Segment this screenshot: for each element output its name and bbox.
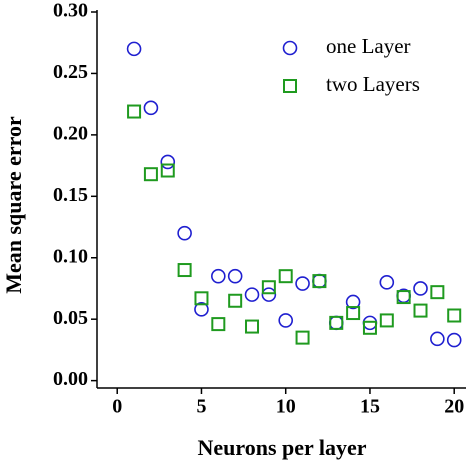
point [278, 269, 293, 284]
point [177, 263, 192, 278]
point [244, 287, 260, 302]
point [312, 273, 327, 289]
point [345, 294, 361, 310]
x-tick-label: 10 [276, 396, 296, 418]
point [245, 319, 260, 334]
point [160, 163, 175, 178]
point [446, 332, 462, 348]
point [362, 320, 377, 335]
point [194, 291, 209, 306]
point [430, 285, 445, 300]
point [211, 317, 226, 332]
point [295, 276, 310, 291]
point [211, 268, 226, 284]
point [227, 268, 243, 284]
point [261, 287, 277, 302]
point [160, 154, 176, 170]
x-tick-label: 15 [360, 396, 380, 418]
point [362, 315, 378, 331]
x-tick-label: 0 [112, 396, 122, 418]
point [194, 302, 209, 317]
y-tick-label: 0.20 [53, 122, 88, 144]
point [379, 275, 395, 290]
legend-marker [283, 79, 297, 93]
y-tick-label: 0.05 [53, 307, 88, 329]
legend-label: two Layers [326, 72, 420, 96]
y-tick-label: 0.15 [53, 184, 88, 206]
point [379, 313, 394, 328]
point [312, 274, 327, 289]
point [329, 315, 344, 330]
x-axis-label: Neurons per layer [197, 435, 366, 460]
y-axis-label: Mean square error [1, 116, 26, 294]
point [228, 293, 243, 308]
legend-label: one Layer [326, 34, 411, 58]
point [143, 100, 159, 116]
point [127, 104, 142, 119]
point [346, 306, 361, 321]
x-tick-label: 20 [444, 396, 464, 418]
point [328, 315, 344, 331]
y-tick-label: 0.10 [53, 245, 88, 267]
point [143, 167, 158, 182]
point [413, 281, 428, 296]
y-tick-label: 0.25 [53, 61, 88, 83]
point [126, 41, 142, 57]
point [177, 225, 192, 241]
point [396, 290, 411, 305]
point [295, 330, 310, 345]
legend-marker [282, 40, 298, 56]
point [447, 308, 462, 323]
point [261, 280, 276, 295]
point [430, 331, 445, 347]
point [278, 313, 294, 328]
point [413, 303, 428, 318]
y-tick-label: 0.00 [53, 368, 88, 390]
y-tick-label: 0.30 [53, 0, 88, 22]
x-tick-label: 5 [196, 396, 206, 418]
